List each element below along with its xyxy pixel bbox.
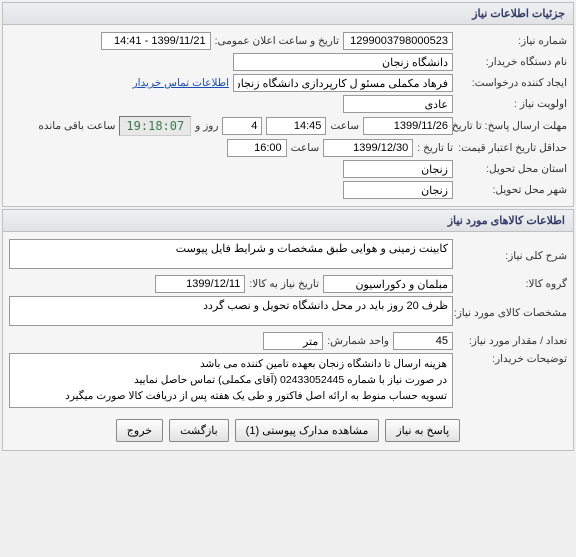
notes-line3: تسویه حساب منوط به ارائه اصل فاکتور و طی… <box>15 389 447 405</box>
days-input[interactable] <box>222 117 262 135</box>
qty-label: تعداد / مقدار مورد نیاز: <box>457 335 567 347</box>
province-label: استان محل تحویل: <box>457 163 567 175</box>
deadline-date-input[interactable] <box>363 117 453 135</box>
need-no-label: شماره نیاز: <box>457 35 567 47</box>
deadline-label: مهلت ارسال پاسخ: تا تاریخ : <box>457 120 567 132</box>
respond-button[interactable]: پاسخ به نیاز <box>385 419 460 442</box>
goods-panel: اطلاعات کالاهای مورد نیاز شرح کلی نیاز: … <box>2 209 574 451</box>
panel1-body: شماره نیاز: تاریخ و ساعت اعلان عمومی: نا… <box>3 25 573 206</box>
priority-label: اولویت نیاز : <box>457 98 567 110</box>
spec-textarea[interactable] <box>9 296 453 326</box>
validity-label: حداقل تاریخ اعتبار قیمت: <box>457 142 567 154</box>
notes-box: هزینه ارسال تا دانشگاه زنجان بعهده تامین… <box>9 353 453 408</box>
group-input[interactable] <box>323 275 453 293</box>
time-label-1: ساعت <box>330 120 359 132</box>
validity-time-input[interactable] <box>227 139 287 157</box>
group-label: گروه کالا: <box>457 278 567 290</box>
contact-link[interactable]: اطلاعات تماس خریدار <box>133 77 229 89</box>
desc-textarea[interactable] <box>9 239 453 269</box>
creator-input[interactable] <box>233 74 453 92</box>
notes-line2: در صورت نیاز با شماره 02433052445 (آقای … <box>15 373 447 389</box>
panel2-header: اطلاعات کالاهای مورد نیاز <box>3 210 573 232</box>
exit-button[interactable]: خروج <box>116 419 163 442</box>
unit-label: واحد شمارش: <box>327 335 389 347</box>
priority-input[interactable] <box>343 95 453 113</box>
city-label: شهر محل تحویل: <box>457 184 567 196</box>
button-row: پاسخ به نیاز مشاهده مدارک پیوستی (1) باز… <box>9 411 567 446</box>
need-date-label: تاریخ نیاز به کالا: <box>249 278 319 290</box>
notes-label: توضیحات خریدار: <box>457 353 567 365</box>
creator-label: ایجاد کننده درخواست: <box>457 77 567 89</box>
remaining-label: ساعت باقی مانده <box>38 120 115 132</box>
city-input[interactable] <box>343 181 453 199</box>
need-no-input[interactable] <box>343 32 453 50</box>
announce-label: تاریخ و ساعت اعلان عمومی: <box>215 35 339 47</box>
unit-input[interactable] <box>263 332 323 350</box>
panel1-header: جزئیات اطلاعات نیاز <box>3 3 573 25</box>
countdown-timer: 19:18:07 <box>119 116 191 136</box>
validity-date-input[interactable] <box>323 139 413 157</box>
notes-line1: هزینه ارسال تا دانشگاه زنجان بعهده تامین… <box>15 357 447 373</box>
announce-input[interactable] <box>101 32 211 50</box>
panel2-body: شرح کلی نیاز: گروه کالا: تاریخ نیاز به ک… <box>3 232 573 450</box>
days-label: روز و <box>195 120 218 132</box>
validity-to-label: تا تاریخ : <box>417 142 453 154</box>
spec-label: مشخصات کالای مورد نیاز: <box>457 307 567 319</box>
back-button[interactable]: بازگشت <box>169 419 229 442</box>
buyer-input[interactable] <box>233 53 453 71</box>
buyer-label: نام دستگاه خریدار: <box>457 56 567 68</box>
need-date-input[interactable] <box>155 275 245 293</box>
time-label-2: ساعت <box>291 142 320 154</box>
deadline-time-input[interactable] <box>266 117 326 135</box>
attachments-button[interactable]: مشاهده مدارک پیوستی (1) <box>235 419 380 442</box>
desc-label: شرح کلی نیاز: <box>457 250 567 262</box>
need-details-panel: جزئیات اطلاعات نیاز شماره نیاز: تاریخ و … <box>2 2 574 207</box>
qty-input[interactable] <box>393 332 453 350</box>
province-input[interactable] <box>343 160 453 178</box>
